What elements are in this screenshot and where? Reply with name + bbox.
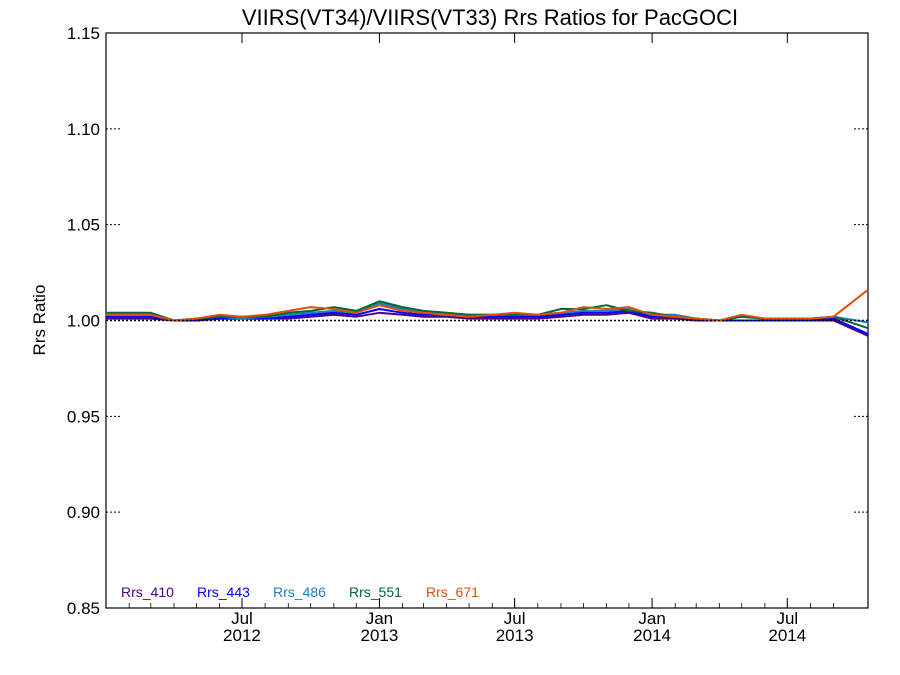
x-tick-label-month: Jan xyxy=(638,609,665,628)
y-tick-label: 1.05 xyxy=(67,216,100,235)
legend-entry-rrs-551: Rrs_551 xyxy=(349,584,402,600)
x-tick-label-year: 2013 xyxy=(496,626,534,645)
series-line-rrs-443 xyxy=(106,308,869,335)
x-tick-label-month: Jul xyxy=(776,609,798,628)
legend-entry-rrs-671: Rrs_671 xyxy=(426,584,479,600)
x-tick-label-month: Jan xyxy=(366,609,393,628)
y-tick-label: 0.90 xyxy=(67,503,100,522)
legend-entry-rrs-410: Rrs_410 xyxy=(121,584,174,600)
x-tick-label-month: Jul xyxy=(231,609,253,628)
legend-entry-rrs-486: Rrs_486 xyxy=(273,584,326,600)
x-tick-label-month: Jul xyxy=(504,609,526,628)
x-tick-label-year: 2014 xyxy=(633,626,671,645)
x-tick-label-year: 2014 xyxy=(768,626,806,645)
legend-entry-rrs-443: Rrs_443 xyxy=(197,584,250,600)
plot-area: 0.850.900.951.001.051.101.15Jul2012Jan20… xyxy=(67,24,869,645)
x-tick-label-year: 2012 xyxy=(223,626,261,645)
y-tick-label: 1.10 xyxy=(67,120,100,139)
series-line-rrs-671 xyxy=(106,289,869,322)
y-tick-label: 1.15 xyxy=(67,24,100,43)
y-tick-label: 1.00 xyxy=(67,312,100,331)
y-tick-label: 0.85 xyxy=(67,599,100,618)
x-tick-label-year: 2013 xyxy=(361,626,399,645)
y-tick-label: 0.95 xyxy=(67,407,100,426)
chart-title: VIIRS(VT34)/VIIRS(VT33) Rrs Ratios for P… xyxy=(242,5,738,30)
y-axis-label: Rrs Ratio xyxy=(30,285,49,356)
